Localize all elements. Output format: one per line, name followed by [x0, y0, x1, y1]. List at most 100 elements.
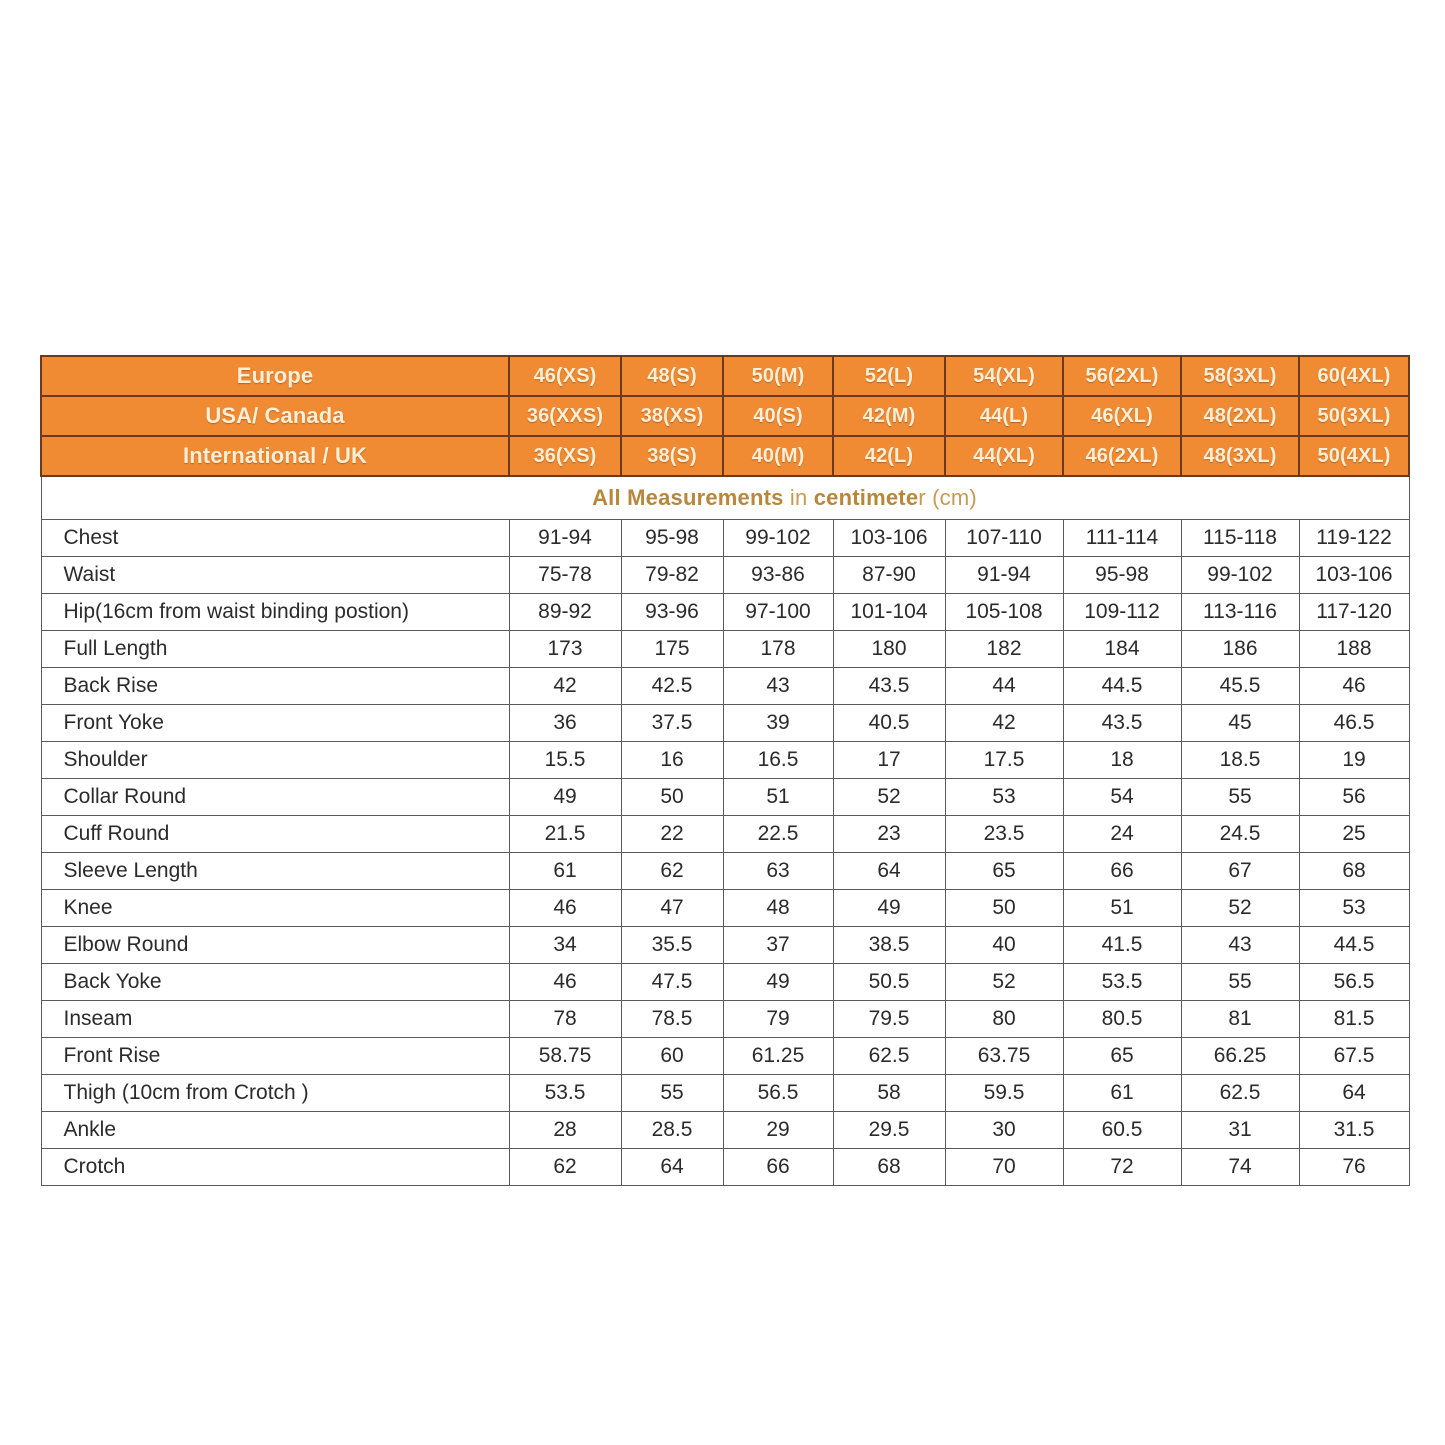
- cell-knee-c1: 46: [508, 889, 622, 927]
- cell-collar-round-c3: 51: [722, 778, 834, 816]
- cell-back-yoke-c6: 53.5: [1062, 963, 1182, 1001]
- cell-waist-c5: 91-94: [944, 556, 1064, 594]
- row-label-back-yoke: Back Yoke: [40, 963, 510, 1001]
- cell-ankle-c1: 28: [508, 1111, 622, 1149]
- cell-shoulder-c6: 18: [1062, 741, 1182, 779]
- cell-chest-c8: 119-122: [1298, 519, 1410, 557]
- row-label-full-length: Full Length: [40, 630, 510, 668]
- cell-back-rise-c5: 44: [944, 667, 1064, 705]
- cell-thigh-c6: 61: [1062, 1074, 1182, 1112]
- cell-shoulder-c7: 18.5: [1180, 741, 1300, 779]
- cell-hip-c8: 117-120: [1298, 593, 1410, 631]
- size-usa-1: 36(XXS): [508, 395, 622, 437]
- table-row: Collar Round 49 50 51 52 53 54 55 56: [40, 778, 1410, 816]
- cell-back-yoke-c3: 49: [722, 963, 834, 1001]
- size-usa-4: 42(M): [832, 395, 946, 437]
- cell-thigh-c8: 64: [1298, 1074, 1410, 1112]
- size-usa-3: 40(S): [722, 395, 834, 437]
- region-label-usa-canada: USA/ Canada: [40, 395, 510, 437]
- size-intl-1: 36(XS): [508, 435, 622, 477]
- cell-elbow-round-c4: 38.5: [832, 926, 946, 964]
- cell-front-yoke-c6: 43.5: [1062, 704, 1182, 742]
- cell-inseam-c8: 81.5: [1298, 1000, 1410, 1038]
- table-row: Waist 75-78 79-82 93-86 87-90 91-94 95-9…: [40, 556, 1410, 594]
- cell-ankle-c3: 29: [722, 1111, 834, 1149]
- size-intl-6: 46(2XL): [1062, 435, 1182, 477]
- size-europe-4: 52(L): [832, 355, 946, 397]
- cell-full-length-c3: 178: [722, 630, 834, 668]
- cell-collar-round-c8: 56: [1298, 778, 1410, 816]
- size-europe-3: 50(M): [722, 355, 834, 397]
- cell-knee-c7: 52: [1180, 889, 1300, 927]
- cell-hip-c3: 97-100: [722, 593, 834, 631]
- size-header-row-europe: Europe 46(XS) 48(S) 50(M) 52(L) 54(XL) 5…: [40, 355, 1410, 397]
- size-europe-8: 60(4XL): [1298, 355, 1410, 397]
- cell-front-yoke-c3: 39: [722, 704, 834, 742]
- size-europe-5: 54(XL): [944, 355, 1064, 397]
- row-label-knee: Knee: [40, 889, 510, 927]
- cell-front-rise-c2: 60: [620, 1037, 724, 1075]
- cell-front-yoke-c5: 42: [944, 704, 1064, 742]
- cell-knee-c5: 50: [944, 889, 1064, 927]
- row-label-inseam: Inseam: [40, 1000, 510, 1038]
- cell-hip-c6: 109-112: [1062, 593, 1182, 631]
- cell-cuff-round-c3: 22.5: [722, 815, 834, 853]
- cell-thigh-c5: 59.5: [944, 1074, 1064, 1112]
- size-intl-2: 38(S): [620, 435, 724, 477]
- cell-inseam-c4: 79.5: [832, 1000, 946, 1038]
- row-label-collar-round: Collar Round: [40, 778, 510, 816]
- cell-waist-c6: 95-98: [1062, 556, 1182, 594]
- cell-cuff-round-c8: 25: [1298, 815, 1410, 853]
- table-row: Full Length 173 175 178 180 182 184 186 …: [40, 630, 1410, 668]
- cell-ankle-c5: 30: [944, 1111, 1064, 1149]
- cell-ankle-c4: 29.5: [832, 1111, 946, 1149]
- region-label-europe: Europe: [40, 355, 510, 397]
- table-row: Thigh (10cm from Crotch ) 53.5 55 56.5 5…: [40, 1074, 1410, 1112]
- cell-front-rise-c1: 58.75: [508, 1037, 622, 1075]
- row-label-front-rise: Front Rise: [40, 1037, 510, 1075]
- size-europe-6: 56(2XL): [1062, 355, 1182, 397]
- cell-front-rise-c7: 66.25: [1180, 1037, 1300, 1075]
- row-label-hip: Hip(16cm from waist binding postion): [40, 593, 510, 631]
- cell-collar-round-c7: 55: [1180, 778, 1300, 816]
- row-label-thigh: Thigh (10cm from Crotch ): [40, 1074, 510, 1112]
- size-intl-4: 42(L): [832, 435, 946, 477]
- table-row: Front Yoke 36 37.5 39 40.5 42 43.5 45 46…: [40, 704, 1410, 742]
- cell-full-length-c1: 173: [508, 630, 622, 668]
- table-row: Back Yoke 46 47.5 49 50.5 52 53.5 55 56.…: [40, 963, 1410, 1001]
- row-label-ankle: Ankle: [40, 1111, 510, 1149]
- cell-back-rise-c6: 44.5: [1062, 667, 1182, 705]
- table-row: Shoulder 15.5 16 16.5 17 17.5 18 18.5 19: [40, 741, 1410, 779]
- cell-front-rise-c5: 63.75: [944, 1037, 1064, 1075]
- cell-sleeve-length-c7: 67: [1180, 852, 1300, 890]
- cell-front-yoke-c4: 40.5: [832, 704, 946, 742]
- cell-sleeve-length-c8: 68: [1298, 852, 1410, 890]
- table-row: Inseam 78 78.5 79 79.5 80 80.5 81 81.5: [40, 1000, 1410, 1038]
- cell-back-rise-c4: 43.5: [832, 667, 946, 705]
- cell-shoulder-c8: 19: [1298, 741, 1410, 779]
- cell-crotch-c5: 70: [944, 1148, 1064, 1186]
- cell-cuff-round-c2: 22: [620, 815, 724, 853]
- cell-full-length-c5: 182: [944, 630, 1064, 668]
- size-usa-7: 48(2XL): [1180, 395, 1300, 437]
- cell-chest-c7: 115-118: [1180, 519, 1300, 557]
- cell-crotch-c6: 72: [1062, 1148, 1182, 1186]
- cell-waist-c1: 75-78: [508, 556, 622, 594]
- cell-inseam-c2: 78.5: [620, 1000, 724, 1038]
- cell-thigh-c1: 53.5: [508, 1074, 622, 1112]
- row-label-cuff-round: Cuff Round: [40, 815, 510, 853]
- cell-full-length-c2: 175: [620, 630, 724, 668]
- cell-collar-round-c2: 50: [620, 778, 724, 816]
- cell-front-yoke-c1: 36: [508, 704, 622, 742]
- cell-shoulder-c2: 16: [620, 741, 724, 779]
- cell-chest-c2: 95-98: [620, 519, 724, 557]
- cell-thigh-c4: 58: [832, 1074, 946, 1112]
- cell-front-yoke-c8: 46.5: [1298, 704, 1410, 742]
- cell-ankle-c6: 60.5: [1062, 1111, 1182, 1149]
- row-label-chest: Chest: [40, 519, 510, 557]
- cell-collar-round-c6: 54: [1062, 778, 1182, 816]
- table-row: Front Rise 58.75 60 61.25 62.5 63.75 65 …: [40, 1037, 1410, 1075]
- table-row: Knee 46 47 48 49 50 51 52 53: [40, 889, 1410, 927]
- size-usa-2: 38(XS): [620, 395, 724, 437]
- cell-front-rise-c4: 62.5: [832, 1037, 946, 1075]
